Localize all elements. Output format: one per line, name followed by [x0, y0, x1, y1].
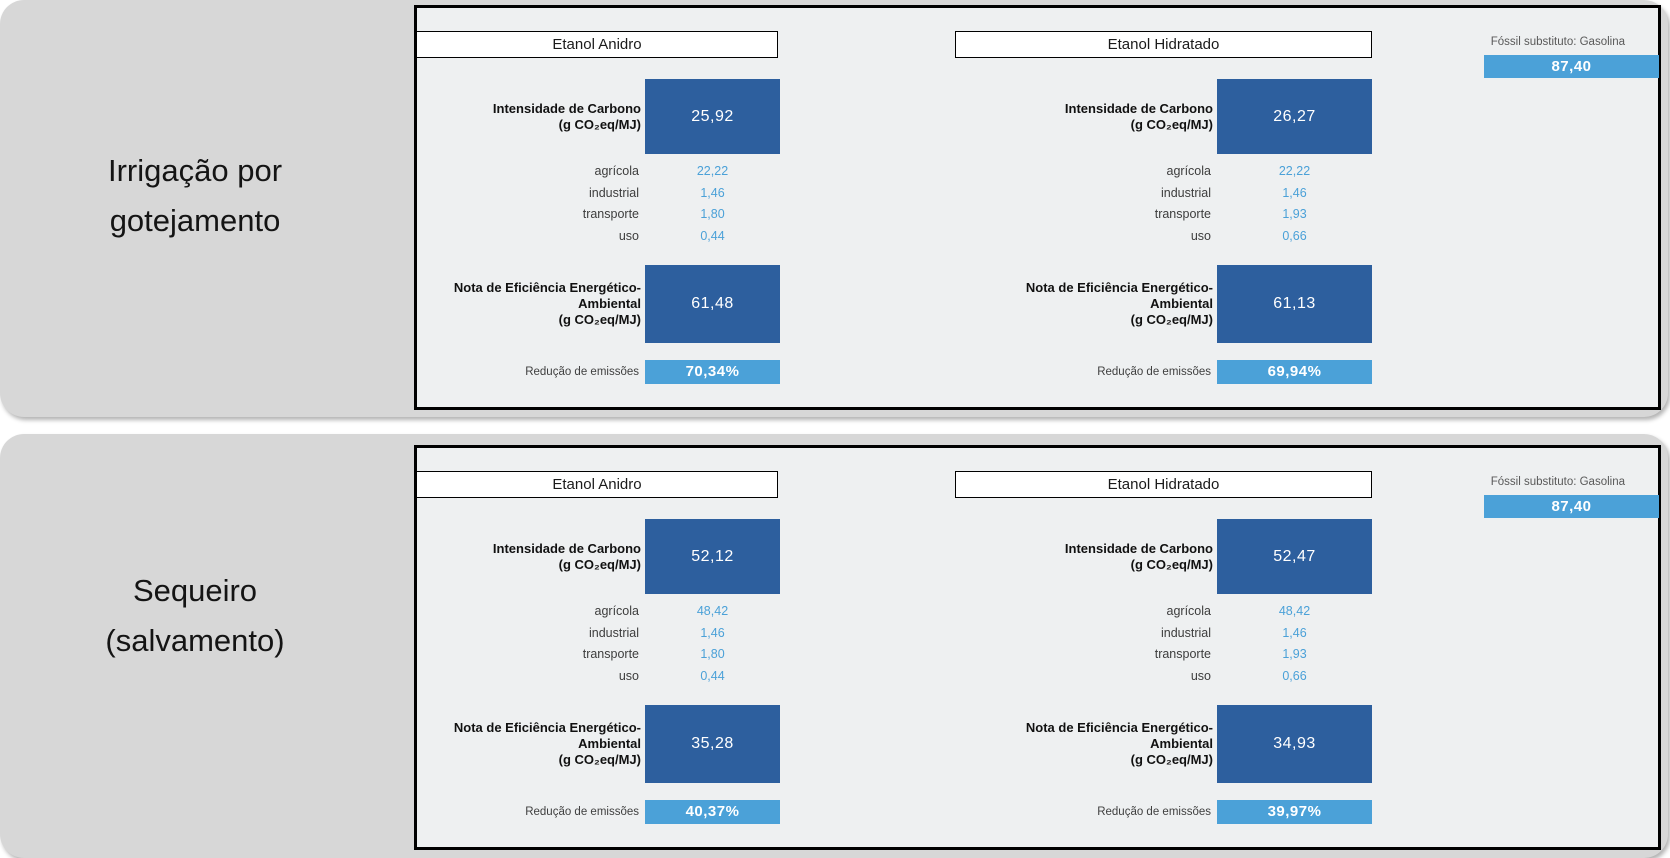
breakdown-label: industrial [1160, 626, 1211, 640]
breakdown-row: transporte 1,80 [417, 644, 780, 664]
breakdown-value: 0,44 [700, 229, 725, 243]
emission-reduction-value-bar: 40,37% [645, 800, 780, 824]
efficiency-score-value-box: 61,48 [645, 265, 780, 343]
breakdown-value: 0,66 [1282, 669, 1307, 683]
scenario-label-sequeiro: Sequeiro (salvamento) [105, 573, 285, 658]
breakdown-value: 22,22 [1278, 164, 1311, 178]
breakdown-row: transporte 1,80 [417, 204, 780, 224]
breakdown-label: industrial [1160, 186, 1211, 200]
breakdown-label: uso [618, 229, 639, 243]
emission-reduction-value-bar: 70,34% [645, 360, 780, 384]
fuel-column-hidratado: Etanol Hidratado Intensidade de Carbono … [937, 8, 1372, 407]
breakdown-label: transporte [1154, 207, 1211, 221]
breakdown-label: uso [1190, 669, 1211, 683]
breakdown-label: agrícola [1166, 164, 1211, 178]
breakdown-label: transporte [582, 207, 639, 221]
breakdown-label: transporte [582, 647, 639, 661]
emission-reduction-label: Redução de emissões [1097, 806, 1211, 818]
breakdown-row: agrícola 22,22 [937, 161, 1372, 181]
efficiency-score-label: Nota de Eficiência Energético-Ambiental … [453, 280, 641, 327]
efficiency-score-label: Nota de Eficiência Energético- Ambiental… [1025, 280, 1213, 327]
fuel-header-hidratado: Etanol Hidratado [955, 31, 1372, 58]
fuel-column-anidro: Etanol Anidro Intensidade de Carbono (g … [416, 8, 780, 407]
breakdown-label: transporte [1154, 647, 1211, 661]
breakdown-label: industrial [588, 626, 639, 640]
results-panel-irrigation: Fóssil substituto: Gasolina 87,40 Etanol… [414, 5, 1661, 410]
breakdown-row: industrial 1,46 [417, 623, 780, 643]
breakdown-row: uso 0,44 [417, 226, 780, 246]
efficiency-score-value-box: 61,13 [1217, 265, 1372, 343]
carbon-intensity-label: Intensidade de Carbono (g CO₂eq/MJ) [1064, 540, 1213, 572]
breakdown-value: 22,22 [696, 164, 729, 178]
carbon-intensity-value-box: 26,27 [1217, 79, 1372, 154]
fuel-header-anidro: Etanol Anidro [416, 471, 778, 498]
breakdown-value: 1,80 [700, 207, 725, 221]
breakdown-value: 1,46 [1282, 186, 1307, 200]
fossil-reference-label: Fóssil substituto: Gasolina [1490, 476, 1625, 488]
breakdown-value: 0,44 [700, 669, 725, 683]
carbon-intensity-value-box: 25,92 [645, 79, 780, 154]
breakdown-value: 1,93 [1282, 647, 1307, 661]
breakdown-label: industrial [588, 186, 639, 200]
emission-reduction-value-bar: 69,94% [1217, 360, 1372, 384]
carbon-intensity-value-box: 52,47 [1217, 519, 1372, 594]
emission-reduction-value-bar: 39,97% [1217, 800, 1372, 824]
breakdown-row: uso 0,66 [937, 226, 1372, 246]
fuel-header-anidro: Etanol Anidro [416, 31, 778, 58]
breakdown-label: agrícola [594, 164, 639, 178]
carbon-intensity-label: Intensidade de Carbono (g CO₂eq/MJ) [492, 100, 641, 132]
breakdown-label: agrícola [594, 604, 639, 618]
breakdown-value: 48,42 [1278, 604, 1311, 618]
breakdown-value: 1,80 [700, 647, 725, 661]
breakdown-row: industrial 1,46 [937, 623, 1372, 643]
breakdown-value: 48,42 [696, 604, 729, 618]
emission-reduction-label: Redução de emissões [1097, 366, 1211, 378]
efficiency-score-label: Nota de Eficiência Energético- Ambiental… [1025, 720, 1213, 767]
efficiency-score-value-box: 34,93 [1217, 705, 1372, 783]
breakdown-row: transporte 1,93 [937, 644, 1372, 664]
breakdown-value: 1,93 [1282, 207, 1307, 221]
breakdown-row: uso 0,44 [417, 666, 780, 686]
carbon-intensity-value-box: 52,12 [645, 519, 780, 594]
emission-reduction-label: Redução de emissões [525, 806, 639, 818]
fossil-reference-value-bar: 87,40 [1484, 495, 1659, 518]
efficiency-score-label: Nota de Eficiência Energético-Ambiental … [453, 720, 641, 767]
breakdown-row: industrial 1,46 [937, 183, 1372, 203]
breakdown-value: 1,46 [1282, 626, 1307, 640]
breakdown-row: industrial 1,46 [417, 183, 780, 203]
breakdown-row: agrícola 22,22 [417, 161, 780, 181]
fuel-header-hidratado: Etanol Hidratado [955, 471, 1372, 498]
breakdown-row: uso 0,66 [937, 666, 1372, 686]
breakdown-value: 1,46 [700, 186, 725, 200]
breakdown-row: agrícola 48,42 [937, 601, 1372, 621]
breakdown-label: agrícola [1166, 604, 1211, 618]
carbon-intensity-label: Intensidade de Carbono (g CO₂eq/MJ) [492, 540, 641, 572]
fuel-column-hidratado: Etanol Hidratado Intensidade de Carbono … [937, 448, 1372, 847]
breakdown-row: agrícola 48,42 [417, 601, 780, 621]
efficiency-score-value-box: 35,28 [645, 705, 780, 783]
fossil-reference-value-bar: 87,40 [1484, 55, 1659, 78]
breakdown-value: 0,66 [1282, 229, 1307, 243]
scenario-label-irrigation: Irrigação por gotejamento [107, 153, 283, 238]
breakdown-label: uso [618, 669, 639, 683]
results-panel-sequeiro: Fóssil substituto: Gasolina 87,40 Etanol… [414, 445, 1661, 850]
breakdown-label: uso [1190, 229, 1211, 243]
breakdown-value: 1,46 [700, 626, 725, 640]
fossil-reference-label: Fóssil substituto: Gasolina [1490, 36, 1625, 48]
fuel-column-anidro: Etanol Anidro Intensidade de Carbono (g … [416, 448, 780, 847]
carbon-intensity-label: Intensidade de Carbono (g CO₂eq/MJ) [1064, 100, 1213, 132]
emission-reduction-label: Redução de emissões [525, 366, 639, 378]
breakdown-row: transporte 1,93 [937, 204, 1372, 224]
